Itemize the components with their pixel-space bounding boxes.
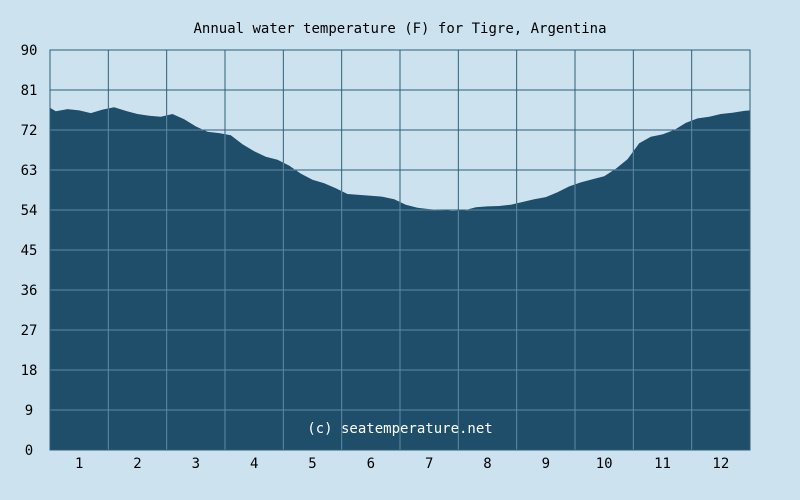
x-tick-label: 5 xyxy=(308,456,316,472)
x-tick-label: 10 xyxy=(596,456,613,472)
x-tick-label: 8 xyxy=(483,456,491,472)
x-axis-ticks: 1 2 3 4 5 6 7 8 9 10 11 12 xyxy=(75,456,729,472)
x-tick-label: 1 xyxy=(75,456,83,472)
x-tick-label: 3 xyxy=(192,456,200,472)
y-tick-label: 63 xyxy=(21,163,38,179)
y-tick-label: 45 xyxy=(21,243,38,259)
y-tick-label: 0 xyxy=(25,443,33,459)
y-tick-label: 36 xyxy=(21,283,38,299)
chart-title: Annual water temperature (F) for Tigre, … xyxy=(193,21,606,37)
x-tick-label: 6 xyxy=(367,456,375,472)
x-tick-label: 11 xyxy=(654,456,671,472)
x-tick-label: 2 xyxy=(133,456,141,472)
x-tick-label: 4 xyxy=(250,456,258,472)
watermark-text: (c) seatemperature.net xyxy=(307,421,492,437)
x-tick-label: 7 xyxy=(425,456,433,472)
y-tick-label: 27 xyxy=(21,323,38,339)
y-tick-label: 90 xyxy=(21,43,38,59)
y-axis-ticks: 0 9 18 27 36 45 54 63 72 81 90 xyxy=(21,43,38,459)
x-tick-label: 12 xyxy=(712,456,729,472)
y-tick-label: 18 xyxy=(21,363,38,379)
y-tick-label: 9 xyxy=(25,403,33,419)
plot-frame xyxy=(49,49,751,451)
y-tick-label: 72 xyxy=(21,123,38,139)
y-tick-label: 54 xyxy=(21,203,38,219)
x-tick-label: 9 xyxy=(542,456,550,472)
y-tick-label: 81 xyxy=(21,83,38,99)
